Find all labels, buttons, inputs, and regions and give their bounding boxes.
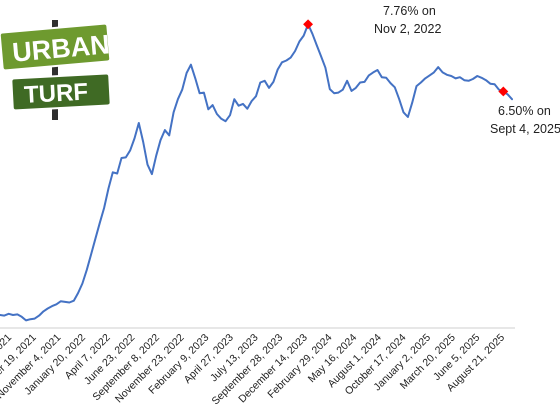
annotation-latest-line2: Sept 4, 2025: [490, 122, 560, 136]
peak-marker: [303, 19, 314, 30]
urban-turf-logo: URBAN TURF: [0, 20, 112, 120]
annotation-peak-line2: Nov 2, 2022: [374, 22, 441, 36]
annotation-latest-line1: 6.50% on: [498, 104, 551, 118]
annotation-peak-line1: 7.76% on: [383, 4, 436, 18]
series-line: [0, 23, 513, 322]
logo-line2: TURF: [23, 79, 88, 109]
logo-sign-top: [0, 22, 112, 72]
logo-sign-bottom: [10, 72, 112, 112]
logo-post: [52, 20, 58, 120]
